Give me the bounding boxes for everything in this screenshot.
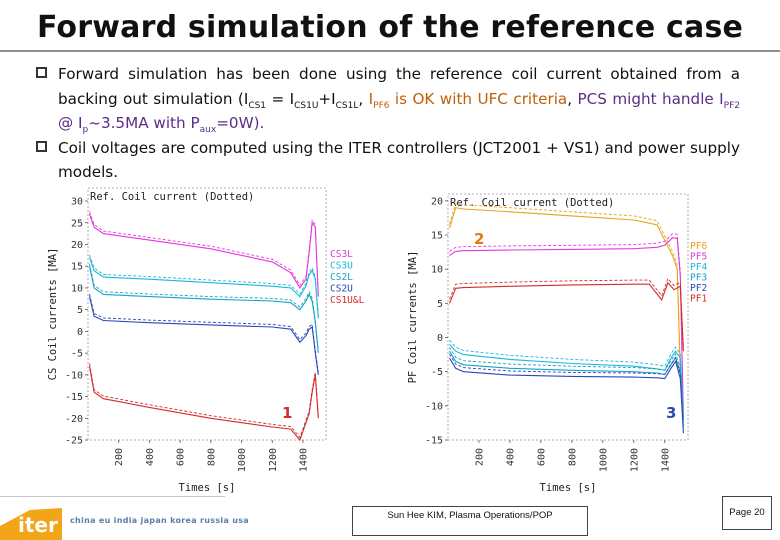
subscript: CS1 xyxy=(248,100,267,111)
y-tick-label: 20 xyxy=(71,240,83,251)
page-number: Page 20 xyxy=(722,496,772,530)
x-tick-label: 1000 xyxy=(237,448,248,472)
y-tick-label: 0 xyxy=(77,327,83,338)
reference-line-pf5 xyxy=(449,233,684,416)
x-tick-label: 1000 xyxy=(598,448,609,472)
x-tick-label: 200 xyxy=(114,448,125,466)
y-tick-label: 20 xyxy=(431,196,443,207)
annotation-1: 1 xyxy=(282,404,292,422)
bullet-text: , xyxy=(358,89,369,108)
reference-line-pf3 xyxy=(449,346,684,423)
legend-entry: PF2 xyxy=(690,283,707,294)
y-tick-label: 15 xyxy=(71,262,83,273)
y-tick-label: -25 xyxy=(65,436,83,447)
y-axis-label: PF Coil currents [MA] xyxy=(407,251,419,384)
reference-line-pf6 xyxy=(449,203,684,402)
y-tick-label: 30 xyxy=(71,197,83,208)
chart-title: Ref. Coil current (Dotted) xyxy=(90,191,254,203)
y-tick-label: -5 xyxy=(431,367,443,378)
pcs-note: PCS might handle IPF2 @ Ip~3.5MA with Pa… xyxy=(58,89,741,136)
legend-entry: CS3L xyxy=(330,249,353,260)
series-line-pf1 xyxy=(448,281,684,352)
y-tick-label: 25 xyxy=(71,218,83,229)
series-line-pf4 xyxy=(449,343,684,420)
reference-line-cs2u xyxy=(89,293,319,373)
footer-divider xyxy=(0,496,225,497)
legend-entry: PF1 xyxy=(690,294,707,305)
y-tick-label: -5 xyxy=(71,349,83,360)
iter-logo: iter xyxy=(0,508,62,540)
x-tick-label: 1400 xyxy=(660,448,671,472)
y-tick-label: 0 xyxy=(437,333,443,344)
x-tick-label: 400 xyxy=(505,448,516,466)
y-tick-label: 5 xyxy=(437,299,443,310)
title-divider xyxy=(0,50,780,52)
plot-frame xyxy=(87,187,327,441)
reference-line-cs1ul xyxy=(89,363,319,439)
y-axis-label: CS Coil currents [MA] xyxy=(47,248,59,381)
y-tick-label: -10 xyxy=(425,401,443,412)
bullet-text: Forward simulation has been done using t… xyxy=(58,65,740,108)
checkbox-bullet-icon xyxy=(36,140,47,152)
legend-entry: CS1U&L xyxy=(330,295,365,306)
reference-line-pf2 xyxy=(449,353,684,430)
y-tick-label: -15 xyxy=(425,436,443,447)
logo-text: iter xyxy=(18,513,58,537)
series-line-cs3u xyxy=(88,257,319,319)
partner-list: china eu india japan korea russia usa xyxy=(70,516,250,525)
chart-title: Ref. Coil current (Dotted) xyxy=(450,197,614,209)
reference-line-cs3l xyxy=(89,211,319,295)
y-tick-label: 10 xyxy=(71,283,83,294)
bullet-item-forward-simulation: Forward simulation has been done using t… xyxy=(36,62,740,136)
legend-entry: PF5 xyxy=(690,252,707,263)
bullet-text: Coil voltages are computed using the ITE… xyxy=(58,138,740,182)
x-tick-label: 1200 xyxy=(629,448,640,472)
x-tick-label: 1400 xyxy=(298,448,309,472)
y-tick-label: -10 xyxy=(65,370,83,381)
plot-frame xyxy=(447,193,689,441)
legend-entry: CS2L xyxy=(330,272,353,283)
y-tick-label: 5 xyxy=(77,305,83,316)
legend-entry: PF6 xyxy=(690,241,707,252)
slide-title: Forward simulation of the reference case xyxy=(36,10,744,45)
x-tick-label: 600 xyxy=(536,448,547,466)
subscript: CS1L xyxy=(335,100,359,111)
bullet-text: , xyxy=(567,89,578,108)
bullet-text: +I xyxy=(318,89,336,108)
subscript: CS1U xyxy=(294,100,319,111)
checkbox-bullet-icon xyxy=(36,67,47,78)
reference-line-pf4 xyxy=(449,339,684,416)
y-tick-label: 10 xyxy=(431,265,443,276)
series-line-cs1ul xyxy=(88,366,319,442)
x-tick-label: 1200 xyxy=(268,448,279,472)
bullet-item-coil-voltages: Coil voltages are computed using the ITE… xyxy=(36,136,740,185)
x-tick-label: 800 xyxy=(567,448,578,466)
x-axis-label: Times [s] xyxy=(540,482,597,494)
x-tick-label: 200 xyxy=(474,448,485,466)
legend-entry: PF4 xyxy=(690,262,707,273)
x-tick-label: 800 xyxy=(206,448,217,466)
footer-author: Sun Hee KIM, Plasma Operations/POP xyxy=(352,506,588,536)
reference-line-pf1 xyxy=(449,277,684,348)
annotation-2: 2 xyxy=(474,230,484,248)
pf6-ufc-note: IPF6 is OK with UFC criteria xyxy=(368,89,568,111)
reference-line-cs2l xyxy=(89,263,319,351)
x-tick-label: 400 xyxy=(145,448,156,466)
y-tick-label: 15 xyxy=(431,231,443,242)
bullet-text: = I xyxy=(266,89,295,108)
x-tick-label: 600 xyxy=(176,448,187,466)
bullet-list: Forward simulation has been done using t… xyxy=(36,62,740,185)
annotation-3: 3 xyxy=(666,404,676,422)
reference-line-cs3u xyxy=(89,254,319,316)
legend-entry: CS2U xyxy=(330,284,353,295)
legend-entry: CS3U xyxy=(330,261,353,272)
y-tick-label: -20 xyxy=(65,414,83,425)
x-axis-label: Times [s] xyxy=(179,482,236,494)
series-line-pf5 xyxy=(449,237,684,420)
legend-entry: PF3 xyxy=(690,273,707,284)
y-tick-label: -15 xyxy=(65,392,83,403)
series-line-pf2 xyxy=(449,357,684,434)
